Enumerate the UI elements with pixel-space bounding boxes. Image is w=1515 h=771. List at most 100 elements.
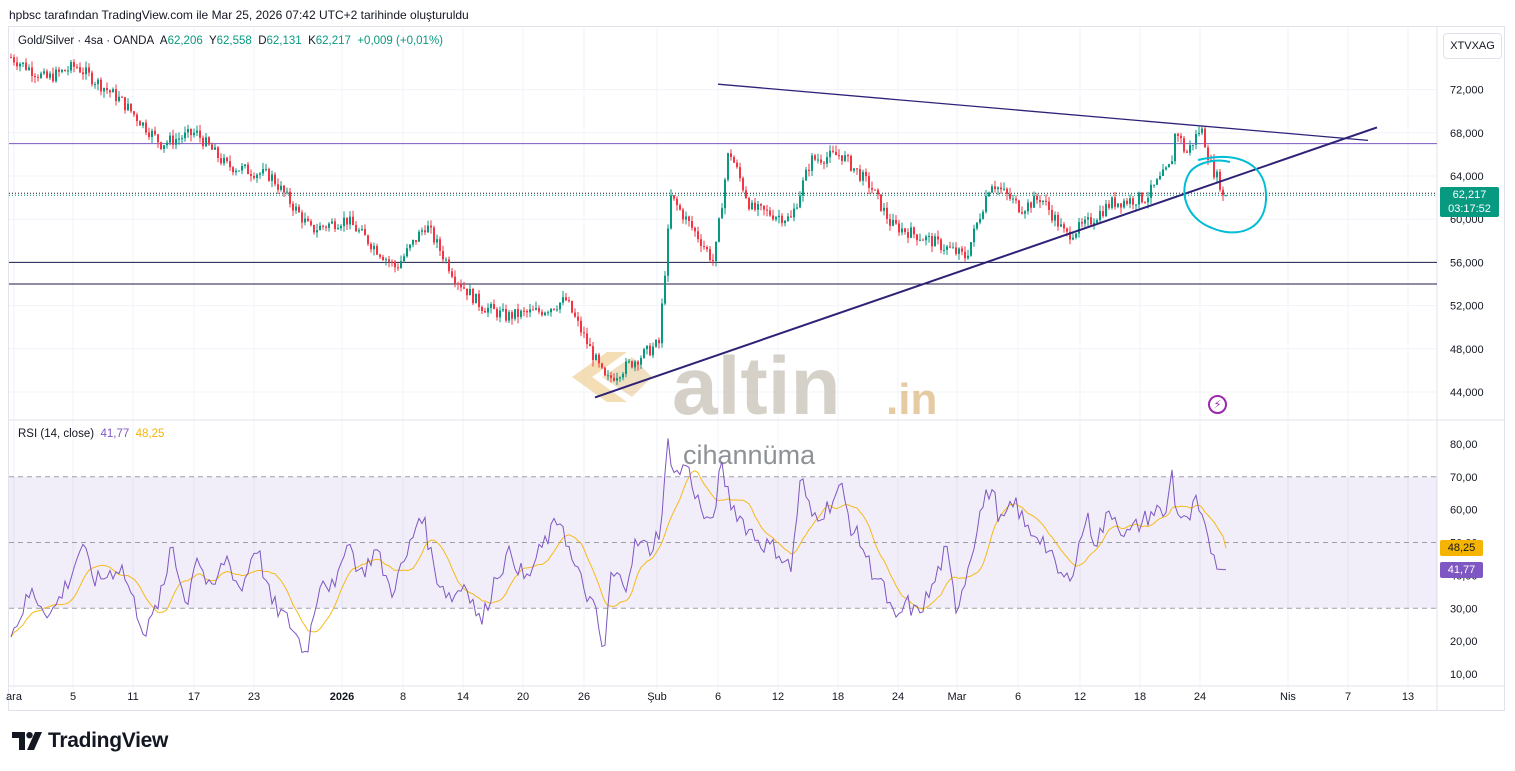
candle-body [673, 195, 675, 199]
horizontal-levels [9, 143, 1437, 285]
candle-body [1018, 200, 1020, 213]
candle-body [814, 155, 816, 160]
candle-body [292, 203, 294, 211]
candle-body [241, 165, 243, 171]
candle-body [295, 206, 297, 211]
rsi-y-tick-label: 70,00 [1450, 472, 1478, 484]
candle-body [1120, 203, 1122, 208]
candle-body [208, 137, 210, 145]
candle-body [457, 283, 459, 285]
candlestick-series [10, 53, 1227, 386]
candle-body [979, 218, 981, 223]
candle-body [760, 203, 762, 206]
candle-body [571, 300, 573, 313]
candle-body [808, 169, 810, 171]
candle-body [949, 246, 951, 248]
x-tick-label: Nis [1280, 691, 1296, 703]
candle-body [1108, 203, 1110, 208]
candle-body [511, 312, 513, 319]
candle-body [865, 171, 867, 177]
candle-body [1072, 237, 1074, 240]
candle-body [817, 159, 819, 161]
candle-body [694, 227, 696, 232]
candle-body [1087, 217, 1089, 220]
candle-body [196, 130, 198, 133]
candle-body [298, 206, 300, 213]
candle-body [1198, 132, 1200, 134]
candle-body [484, 310, 486, 313]
low-label: D [258, 35, 267, 47]
candle-body [943, 249, 945, 251]
candle-body [1078, 222, 1080, 234]
candle-body [556, 309, 558, 311]
candle-body [430, 225, 432, 228]
chart-frame [8, 26, 1505, 711]
candle-body [1027, 202, 1029, 212]
candle-body [628, 361, 630, 363]
candle-body [1090, 217, 1092, 225]
candle-body [1117, 203, 1119, 207]
candle-body [622, 373, 624, 378]
candle-body [964, 251, 966, 259]
candle-body [919, 239, 921, 241]
candle-body [976, 222, 978, 229]
symbol-button[interactable]: XTVXAG [1443, 33, 1502, 59]
candle-body [493, 304, 495, 310]
candle-body [1195, 133, 1197, 145]
candle-body [364, 228, 366, 236]
symbol-name[interactable]: Gold/Silver · 4sa · OANDA [18, 35, 155, 47]
candle-body [436, 239, 438, 243]
candle-body [394, 261, 396, 268]
candle-body [214, 147, 216, 150]
candle-body [922, 239, 924, 241]
watermark-brand: altin [672, 341, 841, 432]
candle-body [190, 128, 192, 136]
candle-body [427, 225, 429, 233]
candle-body [475, 293, 477, 304]
candle-body [1159, 175, 1161, 180]
candle-body [172, 135, 174, 145]
y-tick-label: 60,000 [1450, 214, 1484, 226]
rsi-label[interactable]: RSI (14, close) [18, 428, 95, 440]
x-tick-label: 11 [127, 691, 138, 703]
candle-body [403, 256, 405, 262]
candle-body [421, 230, 423, 232]
candle-body [1081, 222, 1083, 224]
candle-body [1093, 222, 1095, 225]
candle-body [337, 228, 339, 230]
candle-body [37, 76, 39, 78]
candle-body [946, 246, 948, 250]
candle-body [310, 221, 312, 225]
candle-body [583, 332, 585, 334]
candle-body [157, 134, 159, 143]
candle-body [895, 219, 897, 224]
candle-body [913, 227, 915, 235]
candle-body [553, 308, 555, 310]
candle-body [529, 309, 531, 313]
candle-body [745, 190, 747, 199]
candle-body [667, 228, 669, 276]
rsi-y-tick-label: 30,00 [1450, 603, 1478, 615]
candle-body [238, 170, 240, 172]
tradingview-logo-icon [12, 732, 42, 750]
x-tick-label: 26 [578, 691, 590, 703]
candle-body [1069, 231, 1071, 240]
candle-body [472, 288, 474, 304]
lightning-icon[interactable]: ⚡ [1208, 395, 1227, 414]
candle-body [373, 245, 375, 250]
tradingview-logo[interactable]: TradingView [12, 729, 168, 753]
candle-body [223, 157, 225, 164]
candle-body [916, 234, 918, 241]
candle-body [934, 236, 936, 247]
candle-body [79, 67, 81, 73]
candle-body [82, 72, 84, 75]
candle-body [1213, 160, 1215, 178]
rsi-ma-value: 48,25 [135, 428, 165, 440]
candle-body [220, 157, 222, 164]
candle-body [754, 202, 756, 210]
tradingview-brand: TradingView [48, 729, 169, 752]
candle-body [13, 57, 15, 63]
candle-body [262, 169, 264, 174]
candle-body [232, 167, 234, 173]
